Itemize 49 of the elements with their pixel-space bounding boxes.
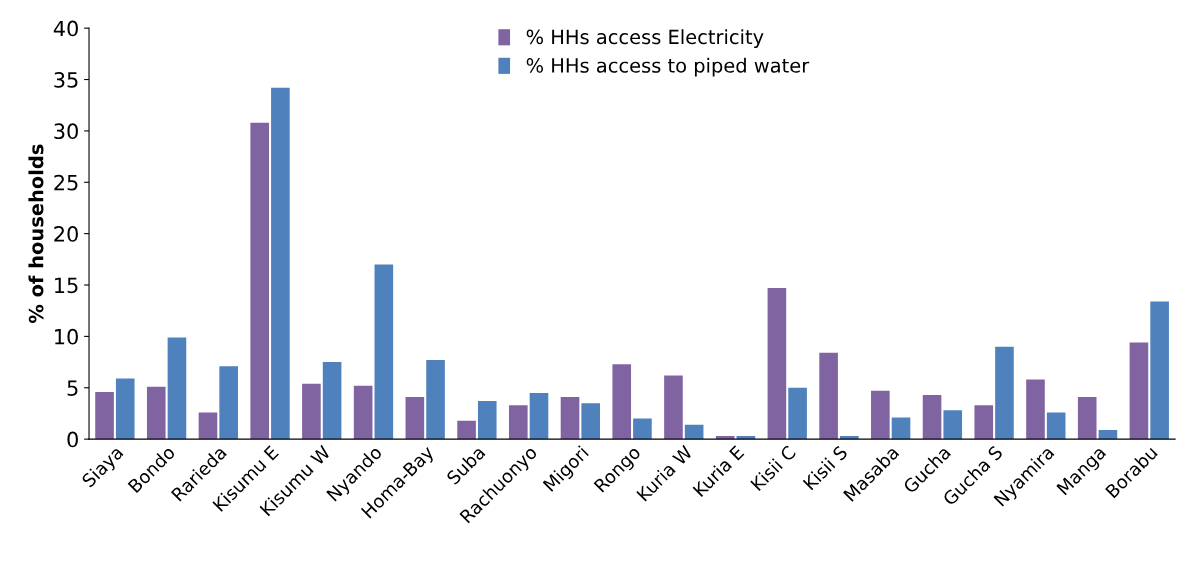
y-tick-label: 5	[67, 380, 78, 396]
bar	[95, 391, 114, 440]
y-tick-label: 30	[54, 123, 78, 140]
y-tick-label: 10	[55, 328, 78, 345]
bar	[457, 420, 476, 440]
bar	[943, 410, 963, 440]
bar	[271, 87, 290, 440]
bar	[995, 346, 1014, 440]
bar	[1077, 397, 1097, 440]
bar	[974, 405, 994, 440]
bar	[353, 385, 373, 440]
bar	[922, 394, 942, 440]
bar	[1129, 342, 1149, 440]
y-tick-label: 15	[55, 277, 78, 294]
bar	[1150, 301, 1169, 440]
bar	[302, 383, 321, 440]
legend-label: % HHs access Electricity	[526, 29, 764, 49]
bar	[374, 264, 394, 440]
bar	[788, 387, 807, 440]
bar	[198, 412, 218, 440]
y-axis-title: % of households	[28, 144, 44, 324]
bar	[322, 362, 342, 440]
bar	[508, 405, 528, 440]
bar	[477, 401, 497, 440]
y-tick-label: 25	[54, 174, 78, 191]
bar	[891, 417, 911, 440]
bar	[426, 360, 445, 440]
bar	[219, 366, 238, 440]
y-tick-label: 0	[67, 431, 78, 448]
bar	[664, 375, 683, 440]
bar	[767, 288, 787, 440]
bar	[115, 378, 135, 440]
legend-label: % HHs access to piped water	[526, 57, 810, 77]
bar	[633, 418, 652, 440]
bar	[405, 397, 425, 440]
y-tick-label: 40	[53, 20, 78, 37]
bar	[871, 390, 890, 440]
y-tick-label: 20	[54, 226, 78, 242]
y-tick-label: 35	[54, 71, 78, 88]
bar	[250, 122, 270, 440]
bar	[1026, 379, 1045, 440]
bar	[529, 392, 549, 440]
bar	[612, 364, 632, 440]
bar	[560, 397, 580, 440]
bar	[167, 337, 187, 440]
bar	[1046, 412, 1066, 440]
bar	[146, 386, 166, 440]
bar	[819, 352, 838, 440]
bar	[581, 403, 601, 440]
